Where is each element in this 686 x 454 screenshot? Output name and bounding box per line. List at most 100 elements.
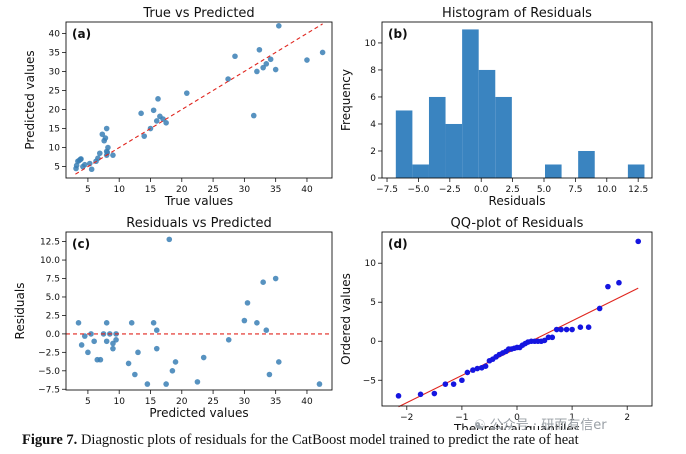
qq-point	[459, 377, 465, 384]
figure: True vs Predicted (a) True values Predicted…	[13, 6, 653, 430]
panel-label: (d)	[388, 237, 408, 251]
y-tick-label: 7.5	[46, 275, 60, 285]
data-point	[304, 57, 310, 63]
histogram-bar	[578, 150, 595, 178]
data-point	[91, 338, 97, 345]
histogram-bar	[462, 29, 479, 178]
panel-d: QQ-plot of Residuals (d) Theoretical quant…	[339, 216, 653, 430]
y-tick-label: 40	[49, 29, 61, 39]
y-tick-label: 2	[370, 147, 376, 157]
x-tick-label: −2	[400, 413, 413, 423]
data-point	[241, 317, 248, 324]
y-tick-label: 4	[370, 120, 376, 130]
data-point	[263, 61, 270, 67]
qq-point	[470, 367, 476, 373]
x-tick-label: 7.5	[568, 185, 582, 195]
data-point	[102, 135, 109, 141]
axes-frame	[381, 231, 653, 407]
data-point	[254, 68, 260, 75]
data-point	[153, 118, 160, 124]
y-axis-label: Predicted values	[23, 50, 37, 149]
histogram-bar	[395, 110, 413, 178]
data-point	[319, 49, 326, 56]
y-tick-label: −5	[363, 376, 376, 386]
histogram-bar	[478, 69, 496, 178]
identity-line	[75, 23, 323, 175]
data-point	[110, 340, 116, 347]
data-point	[254, 320, 260, 326]
qq-point	[442, 381, 449, 387]
data-point	[103, 125, 110, 132]
y-tick-label: 8	[370, 66, 376, 76]
data-point	[128, 320, 135, 326]
x-tick-label: −1	[455, 413, 468, 423]
data-point	[125, 360, 132, 367]
qq-point	[474, 365, 481, 372]
data-point	[272, 275, 279, 282]
x-tick-label: 12.5	[628, 185, 648, 195]
data-point	[110, 152, 116, 158]
x-axis-label: Theoretical quantiles	[453, 422, 580, 430]
y-tick-label: 2.5	[46, 311, 60, 321]
x-tick-label: 2	[624, 413, 630, 423]
x-tick-label: −2.5	[439, 185, 461, 195]
qq-point	[464, 369, 471, 376]
chart-title: QQ-plot of Residuals	[451, 216, 584, 231]
x-tick-label: 10	[113, 185, 125, 195]
histogram-bar	[627, 164, 645, 178]
panel-b: Histogram of Residuals (b) Residuals Freque…	[339, 6, 653, 208]
qq-point	[563, 326, 570, 333]
qq-point	[577, 324, 584, 330]
data-point	[200, 354, 207, 361]
x-tick-label: 35	[270, 185, 281, 195]
data-point	[260, 64, 266, 71]
y-tick-label: 12.5	[40, 238, 60, 248]
chart-title: Residuals vs Predicted	[126, 216, 271, 231]
data-point	[113, 336, 119, 343]
y-tick-label: 20	[49, 106, 61, 116]
figure-caption: Figure 7. Diagnostic plots of residuals …	[22, 432, 682, 449]
data-point	[135, 349, 141, 356]
y-tick-label: 10	[49, 144, 61, 154]
data-point	[150, 320, 157, 326]
data-point	[166, 236, 173, 243]
chart-title: Histogram of Residuals	[442, 6, 592, 21]
x-tick-label: 2.5	[505, 185, 519, 195]
qq-point	[549, 334, 556, 341]
y-tick-label: 15	[49, 125, 60, 135]
watermark-text: 公众号 · 研而有信er	[489, 418, 607, 433]
data-point	[110, 345, 116, 352]
x-tick-label: 5.0	[537, 185, 552, 195]
panel-label: (b)	[388, 27, 408, 41]
x-tick-label: 15	[145, 185, 156, 195]
y-tick-label: −2.5	[38, 348, 60, 358]
x-tick-label: 30	[239, 397, 251, 407]
x-tick-label: 5	[85, 397, 91, 407]
data-point	[138, 110, 144, 117]
x-tick-label: 15	[145, 397, 156, 407]
data-point	[155, 96, 161, 102]
y-tick-label: 5.0	[46, 293, 61, 303]
y-tick-label: −7.5	[38, 385, 60, 395]
qq-point	[553, 326, 560, 333]
qq-point	[482, 363, 489, 370]
data-point	[99, 131, 106, 138]
y-tick-label: 5	[370, 298, 376, 308]
y-axis-label: Residuals	[13, 283, 27, 340]
y-tick-label: 10	[365, 259, 377, 269]
data-point	[250, 112, 257, 119]
data-point	[232, 53, 238, 60]
x-axis-label: Predicted values	[149, 406, 248, 420]
panel-c: Residuals vs Predicted (c) Predicted value…	[13, 216, 333, 420]
data-point	[225, 76, 231, 82]
data-point	[183, 90, 190, 96]
data-point	[276, 23, 282, 29]
wechat-icon: ☯	[474, 418, 490, 433]
x-tick-label: 35	[270, 397, 281, 407]
data-point	[95, 155, 101, 162]
data-point	[194, 379, 201, 385]
x-tick-label: 0	[514, 413, 520, 423]
y-tick-label: 10.0	[40, 256, 60, 266]
data-point	[86, 160, 93, 167]
data-point	[132, 371, 138, 378]
